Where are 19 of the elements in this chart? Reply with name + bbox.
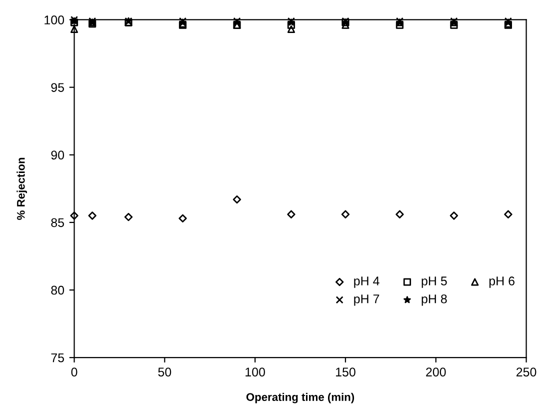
legend-label: pH 4 <box>354 276 380 288</box>
x-axis-title: Operating time (min) <box>246 392 354 404</box>
x-tick-label: 150 <box>336 368 356 376</box>
legend-label: pH 5 <box>422 276 447 288</box>
x-tick-label: 0 <box>71 368 78 376</box>
legend-label: pH 7 <box>354 294 380 306</box>
y-axis-title: % Rejection <box>16 158 28 220</box>
y-tick-label: 100 <box>44 16 64 24</box>
x-tick-label: 200 <box>426 368 446 376</box>
y-tick-label: 95 <box>51 83 64 92</box>
y-tick-label: 85 <box>51 218 64 228</box>
legend-label: pH 6 <box>489 276 514 288</box>
x-tick-label: 100 <box>246 368 266 376</box>
y-tick-label: 90 <box>51 150 64 160</box>
y-tick-label: 75 <box>51 354 64 362</box>
legend-label: pH 8 <box>422 294 447 306</box>
y-tick-label: 80 <box>51 286 64 295</box>
x-tick-label: 50 <box>158 368 172 376</box>
x-tick-label: 250 <box>516 368 536 376</box>
